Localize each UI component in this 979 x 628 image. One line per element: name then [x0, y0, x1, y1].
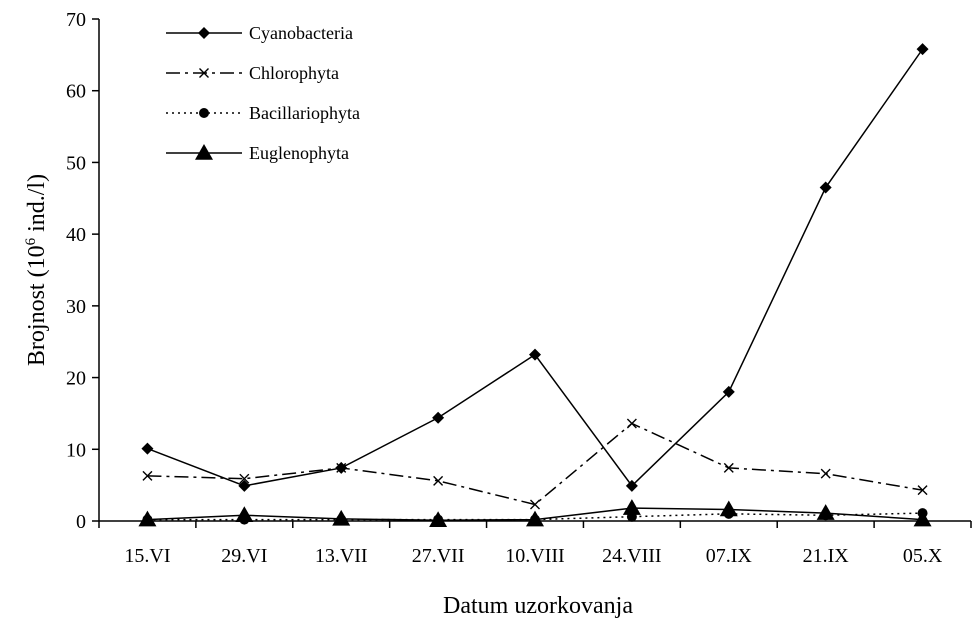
marker-diamond [238, 479, 251, 492]
marker-circle [433, 514, 444, 525]
marker-circle [336, 514, 347, 525]
marker-x [820, 468, 831, 479]
y-tick-label: 20 [66, 368, 86, 390]
y-axis-title-unit: ind./l) [24, 174, 50, 238]
legend-label: Cyanobacteria [249, 23, 353, 43]
x-tick-label: 15.VI [124, 545, 170, 567]
x-tick-label: 21.IX [803, 545, 850, 567]
y-tick-label: 40 [66, 224, 86, 246]
marker-triangle [195, 144, 213, 160]
marker-x [917, 485, 928, 496]
marker-diamond [916, 43, 929, 56]
marker-diamond [529, 348, 541, 361]
legend: Cyanobacteria Chlorophyta Bacillariophyta E… [166, 23, 360, 163]
y-axis-title-main: Brojnost (10 [24, 245, 50, 366]
legend-label: Chlorophyta [249, 63, 339, 83]
marker-x [142, 470, 153, 481]
x-tick-label: 27.VII [412, 545, 465, 567]
series-layer [138, 43, 932, 528]
x-tick-label: 29.VI [221, 545, 267, 567]
marker-triangle [913, 510, 932, 527]
marker-circle [723, 508, 734, 519]
marker-circle [142, 514, 153, 525]
marker-circle [530, 514, 540, 525]
legend-entry: Chlorophyta [166, 63, 339, 83]
x-axis-title: Datum uzorkovanja [443, 593, 633, 619]
marker-x [239, 473, 250, 484]
marker-diamond [432, 411, 445, 424]
marker-x [530, 499, 540, 510]
y-tick-label: 50 [66, 152, 86, 174]
series-line [147, 422, 923, 506]
y-tick-label: 0 [76, 511, 86, 533]
marker-diamond [141, 442, 154, 455]
legend-label: Bacillariophyta [249, 103, 360, 123]
marker-circle [820, 510, 831, 521]
y-tick-label: 70 [66, 9, 86, 31]
marker-x [433, 475, 444, 486]
x-tick-label: 24.VIII [602, 545, 661, 567]
marker-diamond [198, 27, 210, 39]
y-tick-label: 30 [66, 296, 86, 318]
marker-circle [917, 508, 928, 519]
axes: 0 10 20 30 40 50 60 70 15.VI 29.VI 13.VII 27.VII 10.… [66, 9, 972, 567]
series-cyanobacteria [141, 43, 929, 492]
x-tick-label: 05.X [903, 545, 943, 567]
marker-diamond [625, 479, 638, 492]
marker-diamond [819, 181, 832, 194]
y-axis-title: Brojnost (106 ind./l) [23, 174, 50, 366]
x-tick-label: 10.VIII [505, 545, 564, 567]
y-tick-label: 60 [66, 81, 86, 103]
marker-diamond [335, 461, 348, 474]
legend-entry: Cyanobacteria [166, 23, 353, 43]
marker-x [199, 68, 209, 78]
legend-label: Euglenophyta [249, 143, 349, 163]
marker-x [626, 418, 637, 429]
marker-circle [239, 514, 250, 525]
x-tick-label: 13.VII [315, 545, 368, 567]
series-bacillariophyta [142, 508, 928, 525]
legend-entry: Bacillariophyta [166, 103, 360, 123]
y-tick-label: 10 [66, 439, 86, 461]
marker-diamond [722, 385, 735, 398]
marker-triangle [622, 499, 641, 515]
x-tick-label: 07.IX [706, 545, 753, 567]
series-chlorophyta [142, 418, 928, 510]
legend-entry: Euglenophyta [166, 143, 349, 163]
y-axis-title-superscript: 6 [23, 237, 39, 245]
marker-circle [199, 108, 209, 118]
marker-x [723, 462, 734, 473]
marker-circle [626, 511, 637, 522]
